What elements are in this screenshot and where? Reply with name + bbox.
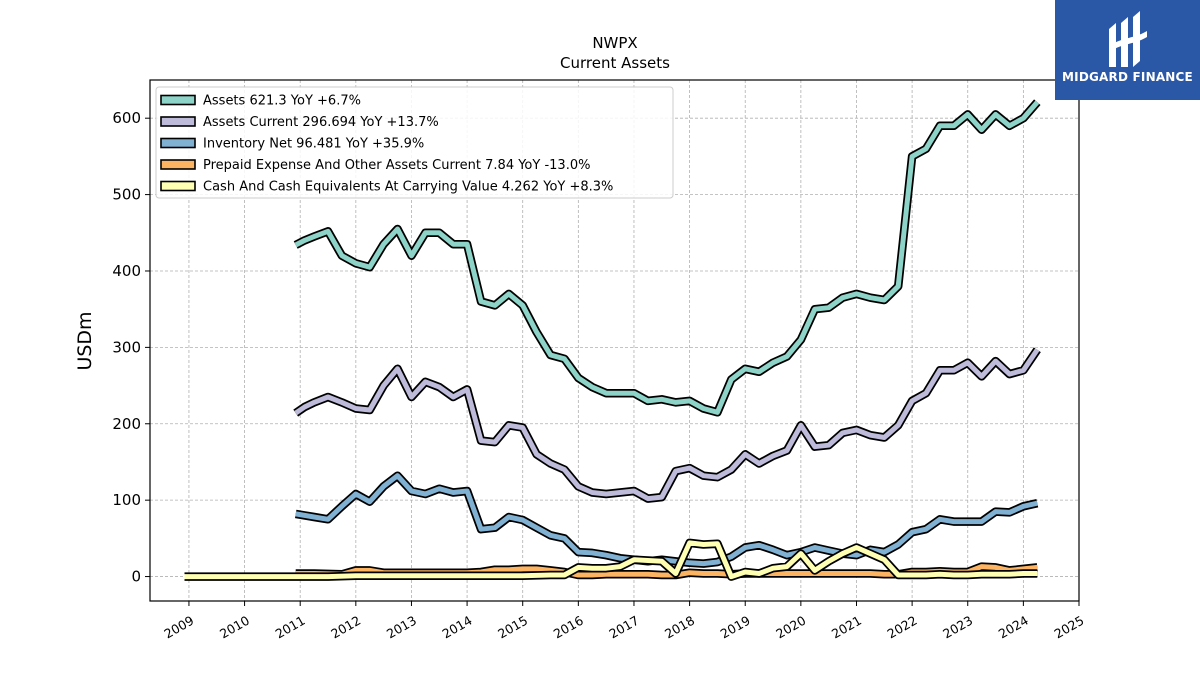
series-0 xyxy=(293,99,1041,417)
chart-subtitle: Current Assets xyxy=(560,54,670,72)
series-layer xyxy=(184,99,1041,581)
x-tick-label: 2025 xyxy=(1051,613,1086,642)
series-4 xyxy=(184,538,1038,581)
legend-swatch xyxy=(160,116,196,127)
x-tick-label: 2014 xyxy=(440,613,475,642)
x-tick-label: 2016 xyxy=(551,613,586,642)
brand-name: MIDGARD FINANCE xyxy=(1062,70,1193,84)
series-line xyxy=(294,100,1040,415)
x-tick-label: 2015 xyxy=(495,613,530,642)
legend-label: Assets Current 296.694 YoY +13.7% xyxy=(203,115,439,130)
x-axis: 2009 2010 2011 2012 2013 2014 2015 2016 2017 2018… xyxy=(161,601,1087,642)
y-tick-label: 300 xyxy=(112,338,141,356)
y-tick-label: 400 xyxy=(112,262,141,280)
y-axis-label: USDm xyxy=(74,311,96,370)
legend-swatch xyxy=(160,180,196,192)
x-tick-label: 2017 xyxy=(606,613,641,642)
y-tick-label: 500 xyxy=(112,186,141,204)
y-tick-label: 100 xyxy=(112,491,141,509)
legend-label: Prepaid Expense And Other Assets Current… xyxy=(203,158,590,173)
legend-swatch xyxy=(160,137,196,149)
series-line xyxy=(294,348,1040,502)
x-tick-label: 2013 xyxy=(384,613,419,642)
x-tick-label: 2012 xyxy=(328,613,363,642)
x-tick-label: 2011 xyxy=(273,613,308,642)
x-tick-label: 2019 xyxy=(718,613,753,642)
x-tick-label: 2021 xyxy=(829,613,864,642)
x-tick-label: 2018 xyxy=(662,613,697,642)
legend: Assets 621.3 YoY +6.7% Assets Current 296… xyxy=(155,86,674,199)
y-tick-label: 0 xyxy=(131,568,141,586)
y-tick-label: 200 xyxy=(112,415,141,433)
plot-frame xyxy=(149,79,1080,602)
legend-swatch xyxy=(160,159,196,170)
logo-mark-icon xyxy=(1109,11,1147,67)
legend-swatch xyxy=(160,94,196,106)
x-tick-label: 2023 xyxy=(940,613,975,642)
series-line xyxy=(184,540,1038,580)
x-tick-label: 2010 xyxy=(217,613,252,642)
series-1 xyxy=(293,347,1041,503)
brand-logo: MIDGARD FINANCE xyxy=(1055,0,1200,100)
x-tick-label: 2022 xyxy=(885,613,920,642)
y-axis: 0 100 200 300 400 500 600 xyxy=(112,109,150,586)
legend-label: Inventory Net 96.481 YoY +35.9% xyxy=(203,137,424,152)
x-tick-label: 2024 xyxy=(996,613,1031,642)
chart-title: NWPX xyxy=(592,34,637,52)
x-tick-label: 2009 xyxy=(161,613,196,642)
legend-label: Assets 621.3 YoY +6.7% xyxy=(203,94,361,109)
legend-box xyxy=(155,86,674,199)
legend-label: Cash And Cash Equivalents At Carrying Va… xyxy=(203,180,613,195)
y-tick-label: 600 xyxy=(112,109,141,127)
x-tick-label: 2020 xyxy=(773,613,808,642)
